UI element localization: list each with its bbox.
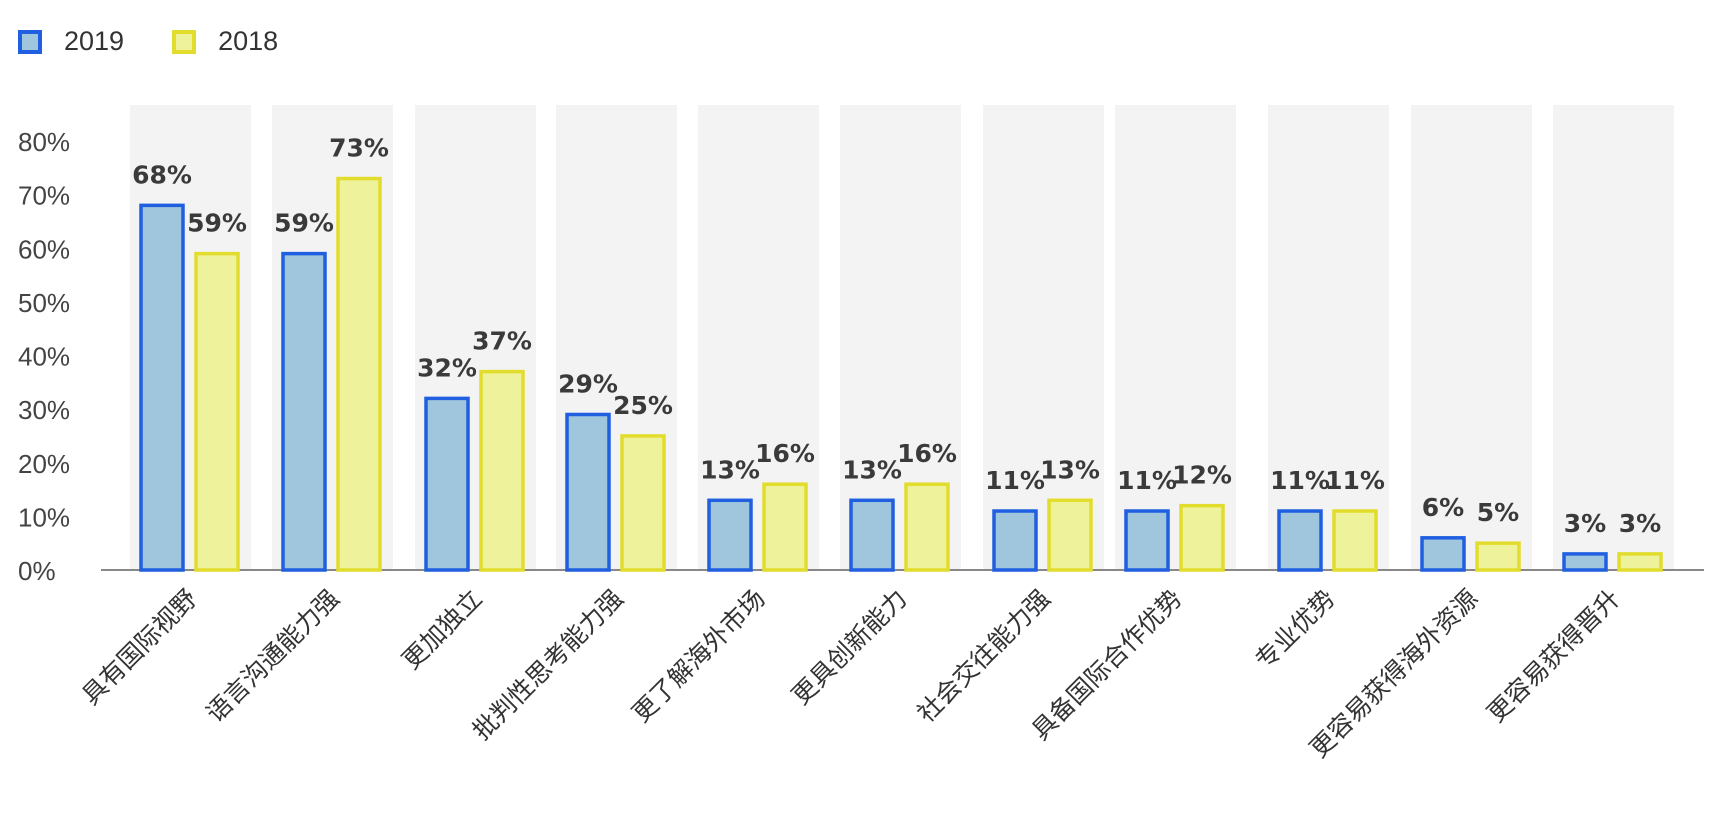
x-category-label: 更容易获得晋升 — [1481, 584, 1625, 728]
data-label: 6% — [1422, 493, 1464, 522]
bar-2018 — [194, 251, 240, 572]
bar-2019 — [849, 498, 895, 572]
legend-label-2018: 2018 — [218, 26, 279, 56]
bar-2018 — [1617, 552, 1663, 572]
y-tick-label: 50% — [18, 288, 70, 318]
data-label: 13% — [1040, 455, 1100, 484]
bar-2019 — [992, 509, 1038, 572]
legend-swatch-2018 — [172, 29, 197, 54]
data-label: 29% — [558, 369, 618, 398]
legend-item-2018: 2018 — [172, 26, 278, 57]
data-label: 59% — [187, 209, 247, 238]
x-category-label: 专业优势 — [1250, 584, 1341, 675]
data-label: 68% — [132, 160, 192, 189]
y-tick-label: 30% — [18, 395, 70, 425]
data-label: 5% — [1477, 498, 1519, 527]
legend-swatch-2019 — [18, 29, 42, 54]
bar-2018 — [620, 434, 666, 572]
data-label: 73% — [329, 134, 389, 163]
bar-2019 — [139, 203, 185, 572]
data-label: 12% — [1172, 461, 1232, 490]
y-tick-label: 60% — [18, 234, 70, 264]
bar-2018 — [479, 369, 525, 572]
data-label: 3% — [1619, 509, 1661, 538]
category-band — [1411, 105, 1532, 570]
bar-2018 — [1332, 509, 1378, 572]
category-band — [1553, 105, 1674, 570]
x-category-label: 更具创新能力 — [786, 584, 913, 711]
data-label: 3% — [1564, 509, 1606, 538]
bar-2019 — [1277, 509, 1323, 572]
category-band — [983, 105, 1104, 570]
category-band — [1268, 105, 1389, 570]
data-label: 32% — [417, 353, 477, 382]
bar-2019 — [281, 251, 327, 572]
data-label: 11% — [1270, 466, 1330, 495]
bar-2018 — [1475, 541, 1521, 572]
bar-2018 — [1179, 503, 1225, 572]
y-tick-label: 80% — [18, 127, 70, 157]
bar-2019 — [1562, 552, 1608, 572]
x-category-label: 语言沟通能力强 — [200, 584, 344, 728]
data-label: 11% — [1325, 466, 1385, 495]
legend-label-2019: 2019 — [64, 26, 125, 56]
data-label: 11% — [1117, 466, 1177, 495]
bar-2019 — [565, 412, 611, 572]
data-label: 59% — [274, 209, 334, 238]
legend-item-2019: 2019 — [18, 26, 124, 57]
x-category-label: 批判性思考能力强 — [467, 584, 629, 746]
x-category-label: 更了解海外市场 — [626, 584, 770, 728]
category-band — [1115, 105, 1236, 570]
y-tick-label: 0% — [18, 556, 56, 586]
data-label: 13% — [842, 455, 902, 484]
bar-2019 — [424, 396, 470, 572]
data-label: 16% — [897, 439, 957, 468]
x-category-label: 社会交往能力强 — [911, 584, 1055, 728]
y-tick-label: 10% — [18, 502, 70, 532]
data-label: 11% — [985, 466, 1045, 495]
data-label: 37% — [472, 327, 532, 356]
data-label: 25% — [613, 391, 673, 420]
bar-2019 — [1420, 536, 1466, 572]
bar-2018 — [762, 482, 808, 572]
data-label: 16% — [755, 439, 815, 468]
bar-2018 — [1047, 498, 1093, 572]
bar-2019 — [707, 498, 753, 572]
y-tick-label: 20% — [18, 449, 70, 479]
bar-2018 — [904, 482, 950, 572]
x-category-label: 具有国际视野 — [76, 584, 203, 711]
x-category-label: 更加独立 — [397, 584, 488, 675]
y-tick-label: 40% — [18, 342, 70, 372]
bar-2018 — [336, 176, 382, 572]
legend: 2019 2018 — [18, 26, 278, 57]
bar-2019 — [1124, 509, 1170, 572]
data-label: 13% — [700, 455, 760, 484]
y-tick-label: 70% — [18, 181, 70, 211]
